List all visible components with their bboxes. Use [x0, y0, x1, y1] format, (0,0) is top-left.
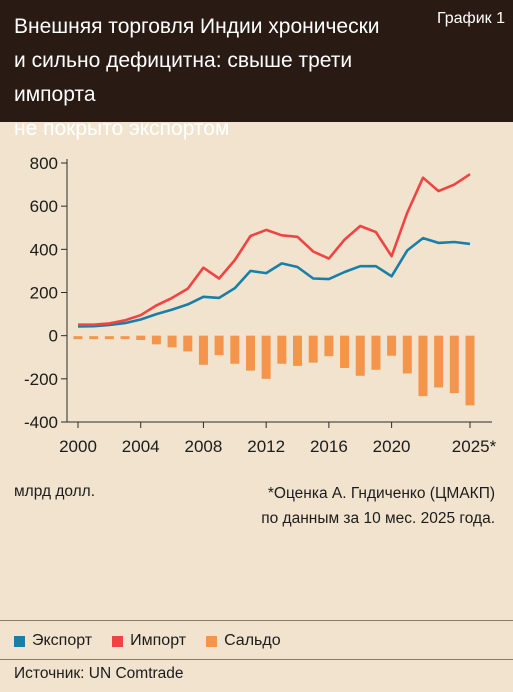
- y-tick-label: 200: [30, 284, 58, 303]
- x-tick-label: 2012: [247, 437, 285, 456]
- balance-bar: [136, 335, 146, 340]
- source-note: Источник: UN Comtrade: [14, 665, 184, 682]
- balance-bar: [245, 335, 255, 371]
- divider: [0, 620, 513, 621]
- balance-bar: [183, 335, 193, 352]
- chart-title: Внешняя торговля Индии хронически и силь…: [14, 10, 434, 146]
- legend-item-balance: Сальдо: [206, 632, 281, 650]
- y-tick-label: 0: [49, 327, 58, 346]
- y-tick-label: -400: [24, 413, 58, 432]
- header-bar: Внешняя торговля Индии хронически и силь…: [0, 0, 513, 140]
- balance-bar: [402, 335, 412, 374]
- legend-swatch-export: [14, 635, 25, 647]
- x-tick-label: 2025*: [452, 437, 497, 456]
- legend-label: Импорт: [130, 632, 187, 649]
- balance-bar: [418, 335, 428, 397]
- balance-bar: [198, 335, 208, 365]
- x-tick-label: 2000: [59, 437, 97, 456]
- legend-label: Сальдо: [224, 632, 281, 649]
- y-tick-label: -200: [24, 370, 58, 389]
- y-tick-label: 400: [30, 240, 58, 259]
- balance-bar: [214, 335, 224, 356]
- balance-bar: [324, 335, 334, 357]
- note-line: *Оценка А. Гндиченко (ЦМАКП): [267, 485, 495, 502]
- balance-bar: [387, 335, 397, 356]
- trade-lines: [77, 173, 471, 328]
- legend: Экспорт Импорт Сальдо: [14, 629, 301, 653]
- balance-bar: [449, 335, 459, 394]
- chart-number-badge: График 1: [436, 10, 505, 27]
- divider: [0, 659, 513, 660]
- balance-bars: [73, 335, 475, 406]
- balance-bar: [167, 335, 177, 348]
- balance-bar: [465, 335, 475, 406]
- x-tick-label: 2004: [122, 437, 160, 456]
- balance-bar: [371, 335, 381, 370]
- title-line: не покрыто экспортом: [14, 117, 230, 140]
- x-tick-label: 2016: [310, 437, 348, 456]
- y-tick-label: 600: [30, 197, 58, 216]
- title-line: и сильно дефицитна: свыше трети импорта: [14, 49, 353, 106]
- export-line: [77, 236, 471, 328]
- legend-swatch-import: [112, 635, 124, 647]
- estimate-note: *Оценка А. Гндиченко (ЦМАКП) по данным з…: [175, 481, 495, 531]
- title-line: Внешняя торговля Индии хронически: [14, 15, 380, 38]
- legend-label: Экспорт: [32, 632, 93, 649]
- balance-bar: [261, 335, 271, 379]
- balance-bar: [151, 335, 161, 345]
- x-tick-label: 2008: [185, 437, 223, 456]
- legend-item-import: Импорт: [112, 632, 186, 650]
- balance-bar: [230, 335, 240, 364]
- balance-bar: [277, 335, 287, 364]
- note-line: по данным за 10 мес. 2025 года.: [261, 510, 495, 527]
- y-tick-label: 800: [30, 154, 58, 173]
- import-line: [78, 173, 471, 326]
- balance-bar: [308, 335, 318, 363]
- balance-bar: [355, 335, 365, 376]
- x-tick-label: 2020: [373, 437, 411, 456]
- unit-label: млрд долл.: [14, 483, 96, 500]
- legend-item-export: Экспорт: [14, 632, 92, 650]
- balance-bar: [340, 335, 350, 369]
- legend-swatch-balance: [206, 635, 218, 647]
- balance-bar: [293, 335, 303, 366]
- balance-bar: [434, 335, 444, 388]
